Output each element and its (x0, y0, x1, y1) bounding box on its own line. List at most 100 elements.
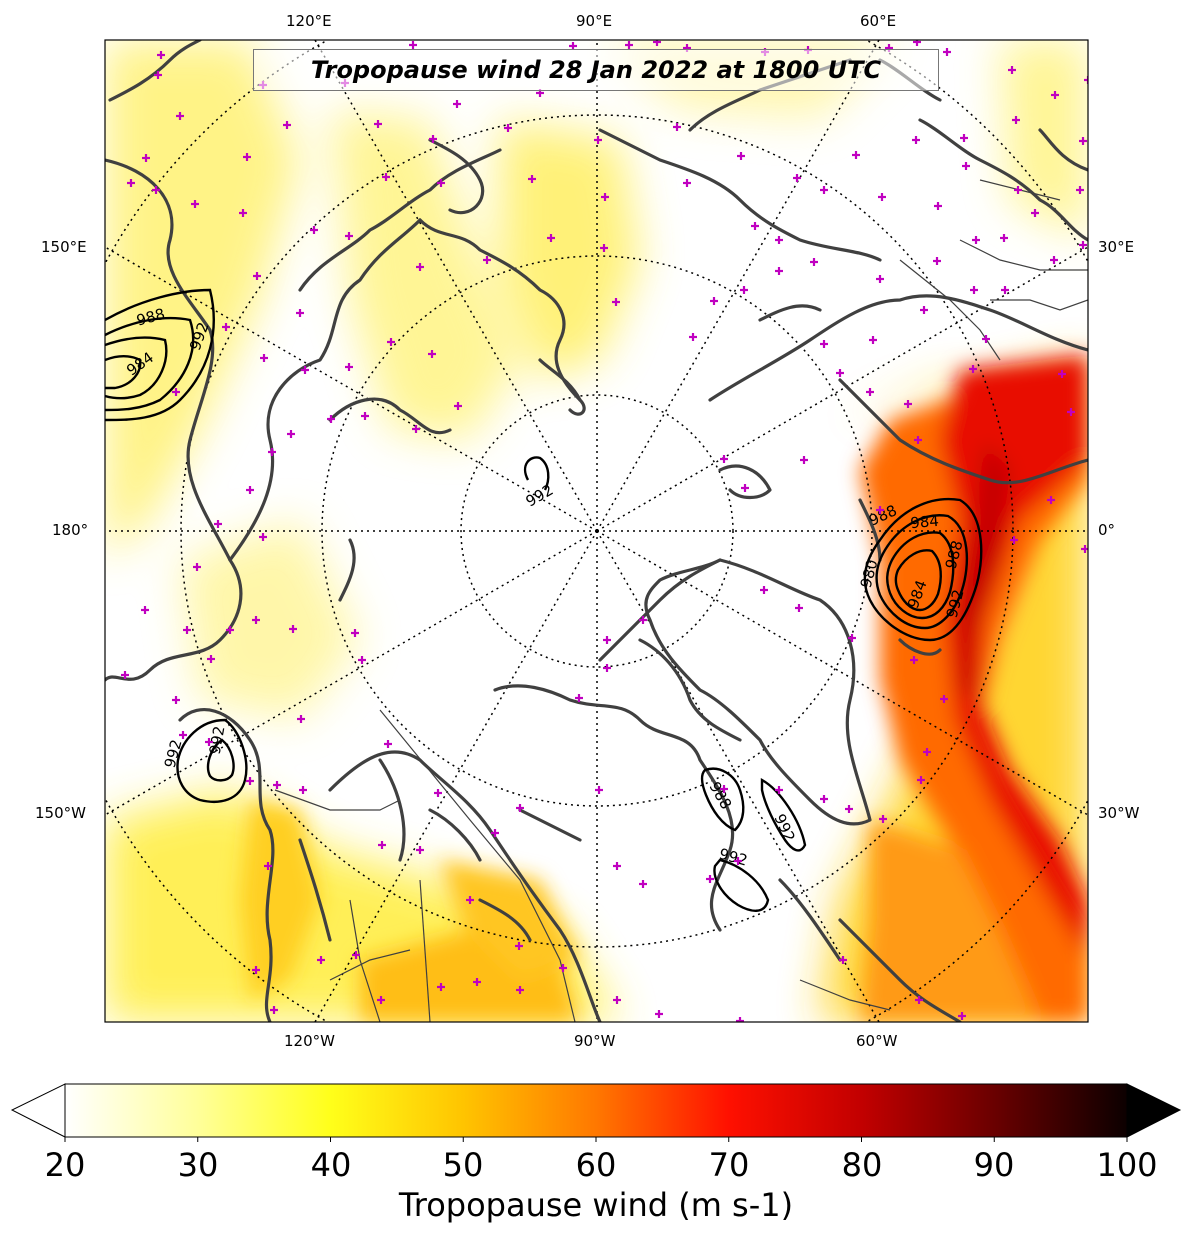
station-marker (910, 656, 918, 664)
station-marker (594, 136, 602, 144)
station-marker (878, 193, 886, 201)
station-marker (1031, 209, 1039, 217)
station-marker (1079, 137, 1087, 145)
station-marker (268, 448, 276, 456)
station-marker (1000, 234, 1008, 242)
station-marker (943, 48, 951, 56)
station-marker (157, 51, 165, 59)
colorbar-tick-label: 50 (442, 1146, 484, 1184)
station-marker (866, 388, 874, 396)
station-marker (483, 256, 491, 264)
contour-label: 992 (206, 724, 229, 755)
colorbar-tick-label: 90 (973, 1146, 1015, 1184)
station-marker (141, 606, 149, 614)
station-marker (933, 257, 941, 265)
station-marker (374, 120, 382, 128)
lon-label-right-0: 0° (1098, 521, 1116, 539)
station-marker (176, 112, 184, 120)
station-marker (351, 629, 359, 637)
station-marker (962, 162, 970, 170)
station-marker (416, 263, 424, 271)
station-marker (327, 415, 335, 423)
station-marker (751, 222, 759, 230)
station-marker (625, 41, 633, 49)
lon-label-top-90e: 90°E (576, 12, 613, 30)
station-marker (297, 715, 305, 723)
coastlines (105, 40, 1088, 1022)
station-marker (915, 996, 923, 1004)
station-marker (491, 829, 499, 837)
colorbar-extend-high (1126, 1083, 1182, 1138)
station-marker (848, 634, 856, 642)
map-frame (104, 39, 1089, 1023)
station-marker (466, 896, 474, 904)
station-marker (453, 100, 461, 108)
station-marker (970, 286, 978, 294)
station-marker (612, 298, 620, 306)
station-marker (191, 200, 199, 208)
station-marker (127, 179, 135, 187)
station-marker (595, 786, 603, 794)
station-marker (1051, 91, 1059, 99)
station-marker (246, 777, 254, 785)
station-marker (287, 430, 295, 438)
station-marker (377, 996, 385, 1004)
station-marker (775, 267, 783, 275)
station-marker (760, 586, 768, 594)
station-marker (239, 209, 247, 217)
lon-label-bottom-90w: 90°W (574, 1032, 616, 1050)
colorbar-label: Tropopause wind (m s-1) (398, 1186, 794, 1224)
station-marker (429, 135, 437, 143)
station-marker (913, 40, 921, 46)
station-marker (958, 1012, 966, 1020)
station-marker (613, 862, 621, 870)
station-marker (839, 956, 847, 964)
station-marker (1047, 496, 1055, 504)
station-marker (1050, 256, 1058, 264)
station-marker (454, 402, 462, 410)
colorbar-tick-label: 30 (177, 1146, 219, 1184)
station-marker (569, 42, 577, 50)
station-marker (1076, 186, 1084, 194)
station-marker (172, 696, 180, 704)
station-marker (273, 781, 281, 789)
station-marker (358, 656, 366, 664)
station-marker (673, 123, 681, 131)
station-marker (1001, 286, 1009, 294)
station-marker (179, 731, 187, 739)
station-marker (793, 174, 801, 182)
station-marker (152, 186, 160, 194)
lon-label-bottom-120w: 120°W (284, 1032, 335, 1050)
station-marker (528, 175, 536, 183)
station-marker (683, 179, 691, 187)
station-marker (876, 275, 884, 283)
station-marker (820, 186, 828, 194)
station-marker (795, 604, 803, 612)
station-marker (914, 436, 922, 444)
station-marker (720, 785, 728, 793)
station-marker (289, 625, 297, 633)
station-marker (121, 671, 129, 679)
station-marker (1067, 408, 1075, 416)
station-marker (600, 244, 608, 252)
station-marker (734, 857, 742, 865)
station-marker (428, 350, 436, 358)
station-marker (575, 694, 583, 702)
station-marker (920, 306, 928, 314)
station-marker (603, 664, 611, 672)
station-marker (252, 616, 260, 624)
station-marker (515, 942, 523, 950)
station-marker (437, 983, 445, 991)
station-marker (412, 425, 420, 433)
contour-label: 984 (910, 512, 940, 532)
station-marker (504, 124, 512, 132)
station-marker (912, 136, 920, 144)
station-marker (1014, 186, 1022, 194)
station-marker (876, 506, 884, 514)
station-marker (689, 333, 697, 341)
lon-label-top-60e: 60°E (860, 12, 897, 30)
station-marker (205, 738, 213, 746)
station-marker (923, 748, 931, 756)
